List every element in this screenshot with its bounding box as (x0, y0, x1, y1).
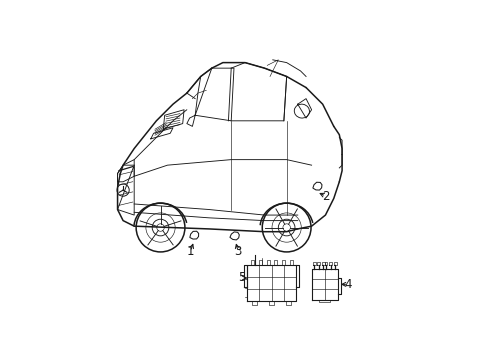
Text: 1: 1 (186, 245, 194, 258)
Text: 2: 2 (322, 190, 329, 203)
Text: 4: 4 (344, 278, 351, 291)
Text: 5: 5 (238, 271, 245, 284)
Text: 3: 3 (234, 245, 242, 258)
